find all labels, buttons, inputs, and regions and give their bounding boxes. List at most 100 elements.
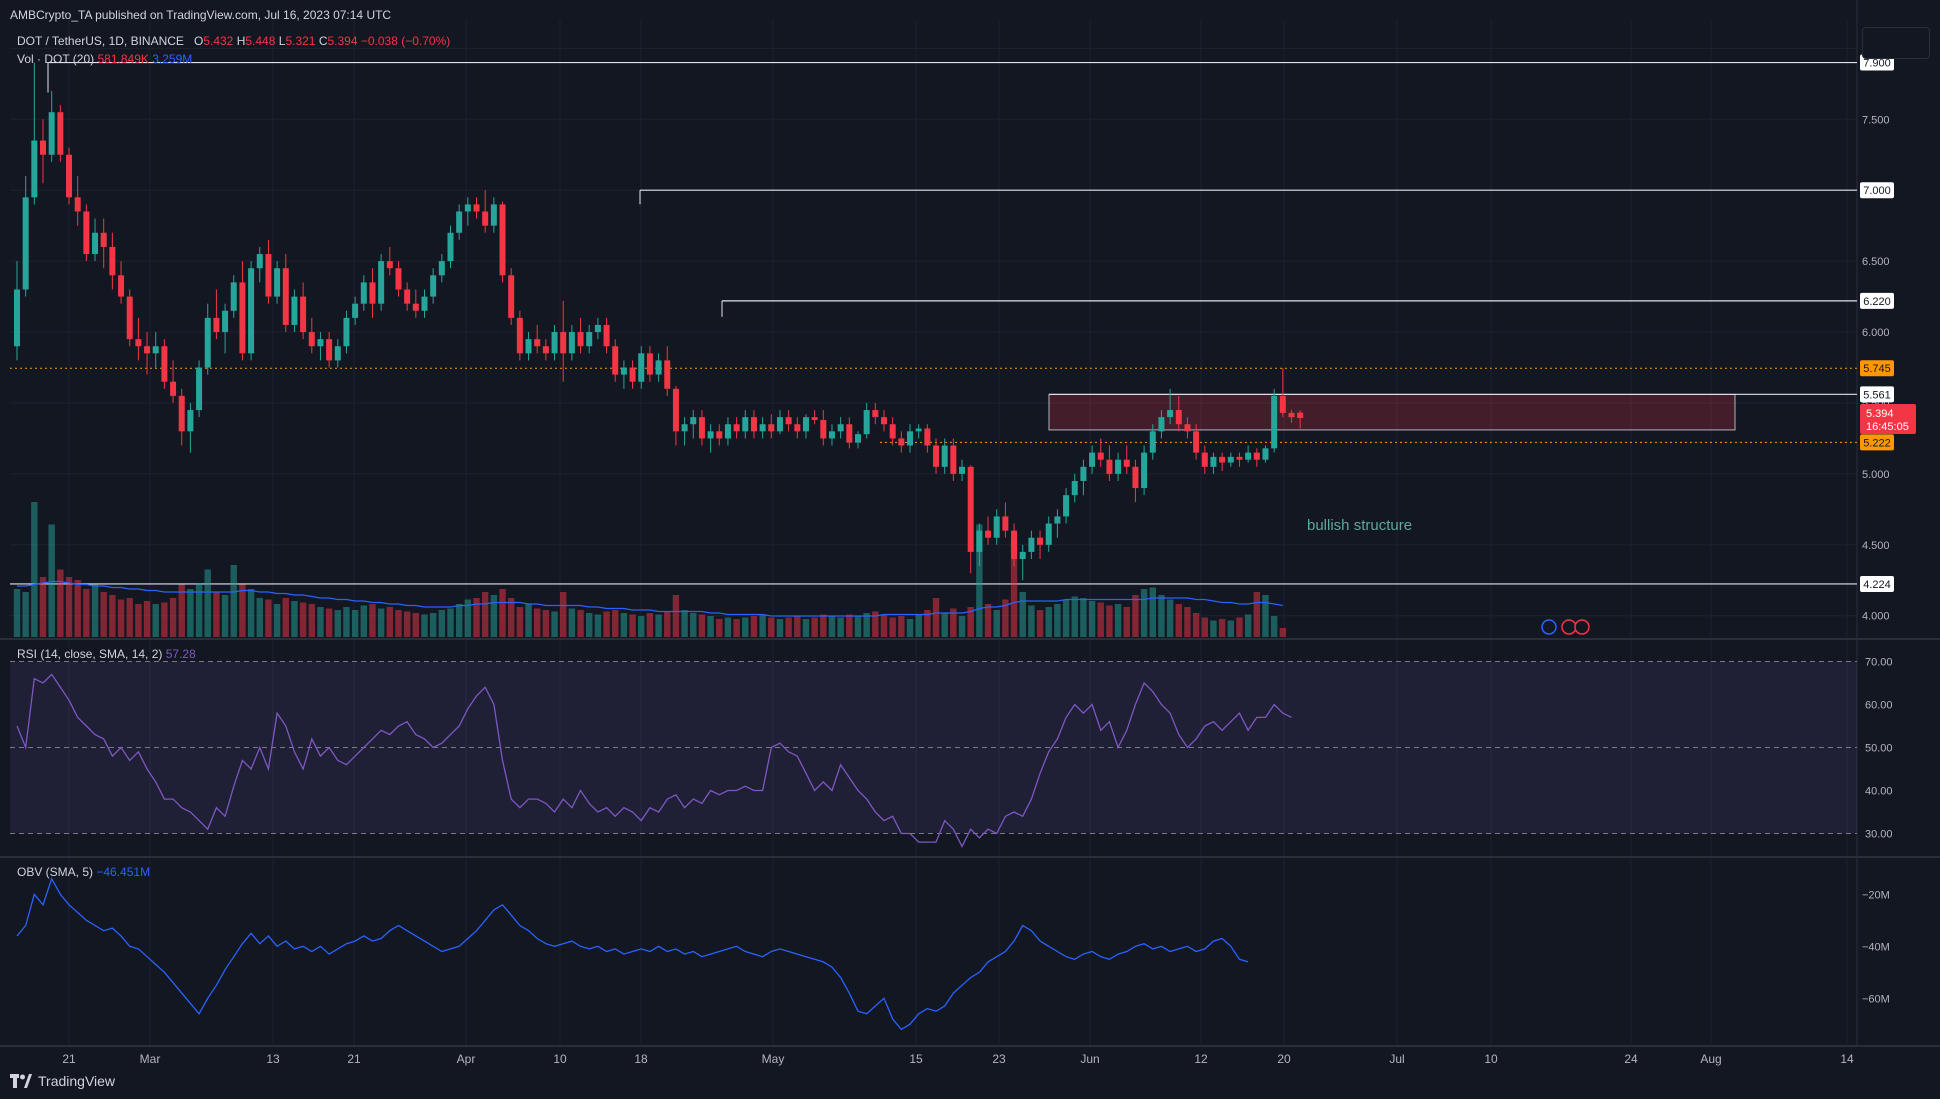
candle-body xyxy=(1184,424,1191,432)
candlesticks: bullish structure xyxy=(14,62,1590,635)
candle-body xyxy=(490,204,497,226)
volume-bar xyxy=(247,589,255,637)
price-level-label-box xyxy=(1860,575,1894,592)
candle xyxy=(430,268,437,304)
price-axis-settings-box[interactable] xyxy=(1862,27,1930,59)
volume-bar xyxy=(455,604,463,637)
symbol-legend: DOT / TetherUS, 1D, BINANCE O5.432 H5.44… xyxy=(17,34,450,48)
volume-bar xyxy=(169,598,177,637)
candle-body xyxy=(672,388,679,432)
candle xyxy=(1210,452,1217,474)
candle-body xyxy=(187,410,194,432)
time-axis-tick: 20 xyxy=(1277,1052,1291,1066)
candle xyxy=(1158,410,1165,439)
symbol-title[interactable]: DOT / TetherUS, 1D, BINANCE xyxy=(17,34,184,48)
candle-body xyxy=(933,445,940,467)
candle xyxy=(1167,388,1174,425)
volume-bar xyxy=(1054,604,1061,637)
candle xyxy=(959,459,966,481)
footer-logo[interactable]: TradingView xyxy=(10,1073,115,1089)
candle-body xyxy=(733,424,740,432)
time-axis-tick: 13 xyxy=(266,1052,280,1066)
volume-bar xyxy=(932,598,940,637)
time-axis-tick: 18 xyxy=(634,1052,648,1066)
volume-bar xyxy=(490,595,498,637)
time-axis-tick: 21 xyxy=(347,1052,361,1066)
candle xyxy=(750,410,757,439)
volume-bar xyxy=(1192,613,1200,637)
rsi-label[interactable]: RSI (14, close, SMA, 14, 2) xyxy=(17,647,163,661)
volume-bar xyxy=(568,608,576,637)
volume-bar xyxy=(291,601,298,637)
candle xyxy=(759,417,766,439)
volume-bar xyxy=(273,604,281,637)
volume-bar xyxy=(1114,604,1122,637)
candle-body xyxy=(1236,456,1243,460)
candle xyxy=(820,410,827,446)
volume-bar xyxy=(534,608,541,637)
candle-body xyxy=(430,275,437,297)
candle xyxy=(334,339,341,368)
rsi-axis-tick: 70.00 xyxy=(1865,657,1893,669)
candle-body xyxy=(178,395,185,432)
candle xyxy=(1132,459,1139,503)
candle xyxy=(248,261,255,361)
candle-body xyxy=(1115,459,1122,474)
candle xyxy=(603,317,610,354)
candle xyxy=(776,410,783,435)
candle-body xyxy=(568,332,575,354)
candle xyxy=(1019,544,1026,581)
candle xyxy=(74,176,81,226)
candle-body xyxy=(1193,431,1200,453)
candle xyxy=(1149,424,1156,460)
volume-bar xyxy=(91,584,99,637)
volume-bar xyxy=(178,584,185,637)
time-axis-tick: Apr xyxy=(457,1052,476,1066)
current-price-label: 5.394 xyxy=(1866,408,1894,420)
event-marker-icon xyxy=(1541,619,1557,635)
candle xyxy=(386,246,393,276)
candle-body xyxy=(369,282,376,304)
candle xyxy=(1288,410,1295,423)
volume-bar xyxy=(126,598,133,637)
candle-body xyxy=(239,282,246,354)
volume-bar xyxy=(638,616,645,637)
volume-bar xyxy=(195,583,203,637)
volume-bar xyxy=(1236,617,1243,637)
volume-bar xyxy=(360,605,367,637)
candle xyxy=(768,414,775,439)
candle-body xyxy=(950,445,957,474)
candle-body xyxy=(785,417,792,425)
candle-body xyxy=(959,466,966,474)
volume-label[interactable]: Vol · DOT (20) xyxy=(17,52,95,66)
volume-bar xyxy=(1028,605,1035,637)
open-label: O xyxy=(193,34,204,48)
candle-body xyxy=(698,417,705,439)
candle xyxy=(907,424,914,453)
change-value: −0.038 (−0.70%) xyxy=(360,34,451,48)
candle-body xyxy=(629,367,636,382)
volume-bar xyxy=(464,599,472,637)
candle xyxy=(144,332,151,375)
candle xyxy=(525,332,532,361)
obv-label[interactable]: OBV (SMA, 5) xyxy=(17,865,94,879)
close-value: 5.394 xyxy=(327,34,358,48)
candle xyxy=(196,360,203,418)
candle-body xyxy=(1288,412,1295,418)
volume-bar xyxy=(13,589,21,637)
candle-body xyxy=(109,246,116,276)
volume-bar xyxy=(395,610,402,637)
candle xyxy=(837,417,844,439)
candle xyxy=(118,261,125,304)
candle-body xyxy=(907,431,914,446)
candle xyxy=(551,324,558,361)
volume-bar xyxy=(117,599,125,637)
candle-body xyxy=(326,339,333,361)
volume-bar xyxy=(1262,595,1269,637)
candle xyxy=(846,417,853,449)
candle-body xyxy=(716,431,723,439)
rsi-value: 57.28 xyxy=(165,647,196,661)
volume-bar xyxy=(1123,607,1130,637)
volume-bar xyxy=(1019,592,1026,637)
volume-bar xyxy=(187,589,194,637)
